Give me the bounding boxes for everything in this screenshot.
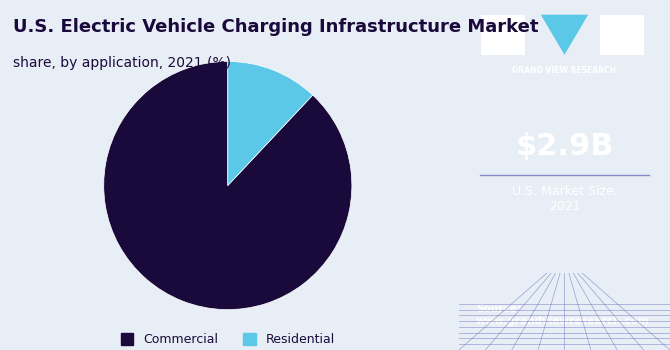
Text: U.S. Market Size,
2021: U.S. Market Size, 2021 [511, 186, 618, 214]
Wedge shape [104, 61, 352, 310]
Text: GRAND VIEW RESEARCH: GRAND VIEW RESEARCH [513, 66, 616, 75]
Text: share, by application, 2021 (%): share, by application, 2021 (%) [13, 56, 231, 70]
Wedge shape [228, 61, 313, 186]
FancyBboxPatch shape [482, 15, 525, 55]
Text: U.S. Electric Vehicle Charging Infrastructure Market: U.S. Electric Vehicle Charging Infrastru… [13, 18, 539, 35]
Text: $2.9B: $2.9B [515, 133, 614, 161]
FancyBboxPatch shape [600, 15, 643, 55]
Legend: Commercial, Residential: Commercial, Residential [116, 328, 340, 350]
Text: Source:
www.grandviewresearch.com: Source: www.grandviewresearch.com [476, 304, 650, 326]
Polygon shape [541, 15, 588, 55]
